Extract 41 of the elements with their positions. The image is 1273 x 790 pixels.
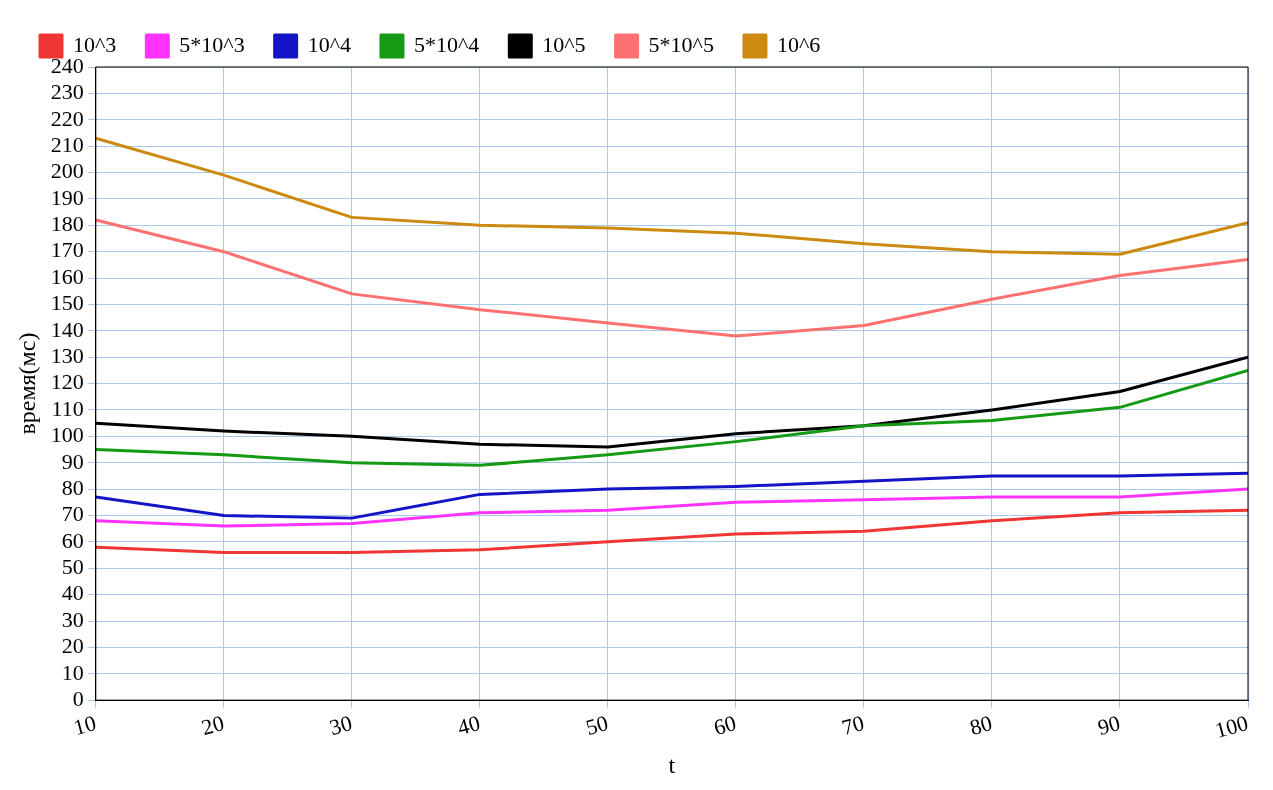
y-tick-label: 30 (61, 606, 84, 632)
legend-label: 5*10^5 (648, 31, 714, 57)
y-tick-label: 160 (50, 263, 84, 289)
x-tick-label: 40 (454, 710, 483, 741)
x-tick-label: 20 (198, 710, 227, 741)
y-tick-label: 90 (61, 448, 84, 474)
y-tick-label: 10 (61, 659, 84, 685)
y-tick-label: 60 (61, 527, 84, 553)
y-tick-label: 200 (50, 158, 84, 184)
y-tick-label: 170 (50, 237, 84, 263)
x-tick-label: 100 (1212, 710, 1251, 743)
y-tick-label: 50 (61, 554, 84, 580)
y-tick-label: 230 (50, 79, 84, 105)
y-tick-label: 130 (50, 342, 84, 368)
legend-label: 10^4 (307, 31, 351, 57)
y-tick-label: 0 (72, 685, 84, 711)
y-tick-label: 40 (61, 580, 84, 606)
y-tick-label: 20 (61, 633, 84, 659)
legend-label: 5*10^3 (179, 31, 245, 57)
y-tick-label: 140 (50, 316, 84, 342)
y-axis-title: время(мс) (13, 332, 40, 435)
y-tick-label: 110 (51, 395, 84, 421)
legend-label: 10^5 (542, 31, 586, 57)
x-tick-label: 90 (1095, 710, 1123, 741)
x-tick-label: 70 (839, 710, 867, 741)
legend-label: 10^6 (776, 31, 821, 57)
y-tick-label: 180 (50, 211, 84, 237)
y-tick-label: 220 (50, 105, 84, 131)
x-tick-label: 30 (326, 710, 355, 741)
y-tick-label: 120 (50, 369, 84, 395)
x-tick-label: 50 (582, 710, 611, 741)
y-tick-label: 190 (50, 184, 84, 210)
y-tick-label: 150 (50, 290, 84, 316)
y-tick-label: 210 (50, 131, 84, 157)
y-tick-label: 70 (61, 501, 84, 527)
legend-label: 5*10^4 (413, 31, 480, 57)
x-axis-title: t (668, 751, 676, 778)
x-tick-label: 80 (967, 710, 995, 741)
y-tick-label: 80 (61, 474, 84, 500)
y-tick-label: 100 (50, 422, 84, 448)
x-tick-label: 60 (710, 710, 739, 741)
